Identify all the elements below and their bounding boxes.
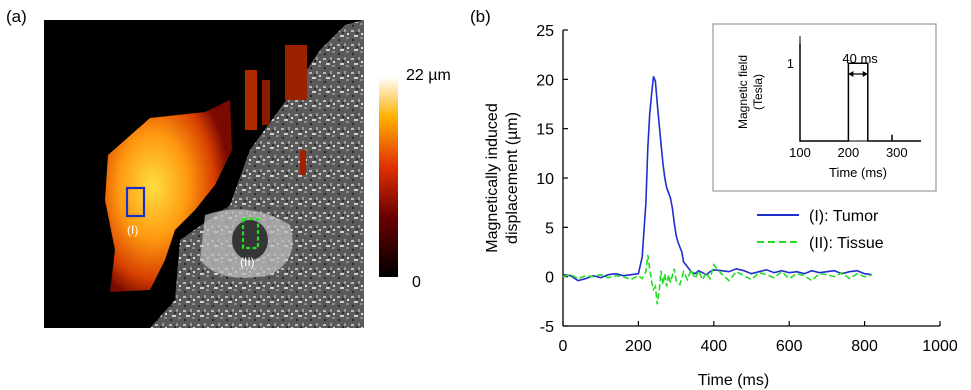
- inset-x-tick-label: 100: [789, 145, 811, 160]
- inset-arrowhead-right: [862, 71, 868, 77]
- colorbar-min-label: 0: [412, 274, 421, 291]
- x-tick-label: 200: [625, 338, 652, 355]
- inset-x-axis-label: Time (ms): [829, 165, 887, 180]
- displacement-chart: -5 0 5 10 15 20 25 0 200 400 600 800 1000 Time (ms) Ma…: [484, 23, 958, 389]
- inset-x-tick-label: 200: [838, 145, 860, 160]
- series-line-tissue: [562, 254, 873, 305]
- roi-label-tissue: (II): [240, 255, 255, 269]
- y-tick-label: 10: [536, 171, 554, 188]
- x-axis-label: Time (ms): [698, 372, 769, 389]
- ultrasound-image: [44, 20, 364, 328]
- x-tick-label: 400: [700, 338, 727, 355]
- x-tick-label: 1000: [922, 338, 958, 355]
- legend-label-tumor: (I): Tumor: [809, 208, 879, 225]
- legend-label-tissue: (II): Tissue: [809, 235, 884, 252]
- inset-duration-label: 40 ms: [842, 51, 878, 66]
- inset-y-axis-label: Magnetic field(Tesla): [736, 55, 765, 129]
- y-tick-label: 0: [545, 270, 554, 287]
- y-tick-label: 5: [545, 220, 554, 237]
- y-tick-label: -5: [540, 319, 554, 336]
- y-tick-label: 25: [536, 23, 554, 40]
- roi-tissue-box: [241, 217, 260, 250]
- series-line-tumor: [562, 76, 873, 282]
- panel-b-label: (b): [470, 7, 491, 26]
- x-tick-label: 0: [559, 338, 568, 355]
- y-axis-label: Magnetically induced displacement (µm): [484, 103, 521, 252]
- x-tick-label: 600: [776, 338, 803, 355]
- inset-frame: [712, 23, 937, 192]
- inset-y-tick-label: 1: [787, 56, 794, 71]
- panel-a-label: (a): [6, 7, 27, 26]
- magnetic-field-inset: 1 100 200 300 Time (ms) Magnetic field(Tesla)…: [712, 23, 937, 192]
- colorbar-max-label: 22 µm: [406, 67, 451, 84]
- roi-label-tumor: (I): [127, 223, 138, 237]
- displacement-overlay: [105, 100, 232, 292]
- inset-pulse-line: [799, 43, 921, 142]
- y-tick-label: 15: [536, 122, 554, 139]
- inset-arrowhead-left: [848, 71, 854, 77]
- roi-tumor-box: [125, 186, 146, 218]
- x-tick-label: 800: [851, 338, 878, 355]
- colorbar: [379, 77, 398, 277]
- inset-x-tick-label: 300: [886, 145, 908, 160]
- y-tick-label: 20: [536, 72, 554, 89]
